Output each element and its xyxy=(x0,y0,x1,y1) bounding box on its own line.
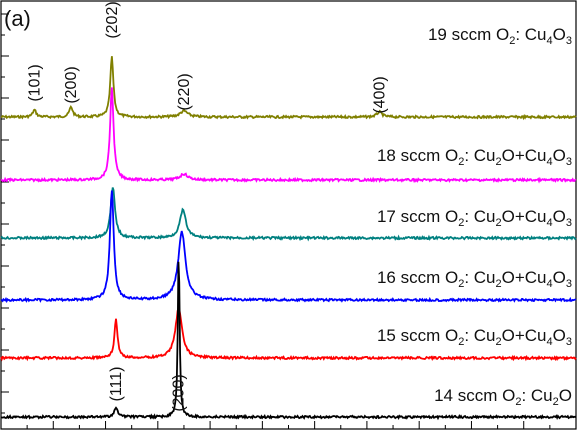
series-label-2: 17 sccm O2: Cu2O+Cu4O3 xyxy=(377,207,572,229)
peak-annotation-3: (220) xyxy=(176,73,193,110)
series-label-1: 18 sccm O2: Cu2O+Cu4O3 xyxy=(377,146,572,168)
peak-annotation-4: (400) xyxy=(371,76,388,113)
series-line-4 xyxy=(0,307,577,362)
series-line-3 xyxy=(0,190,577,304)
peak-annotation-6: (200) xyxy=(171,374,188,411)
series-label-5: 14 sccm O2: Cu2O xyxy=(434,386,572,408)
series-line-1 xyxy=(0,87,577,184)
series-line-2 xyxy=(0,187,577,242)
series-label-3: 16 sccm O2: Cu2O+Cu4O3 xyxy=(377,268,572,290)
series-line-0 xyxy=(0,56,577,121)
peak-annotation-0: (101) xyxy=(26,64,43,101)
series-line-5 xyxy=(0,261,577,421)
panel-label: (a) xyxy=(4,6,31,31)
peak-annotation-1: (200) xyxy=(63,66,80,103)
peak-annotation-5: (111) xyxy=(108,367,125,402)
series-label-4: 15 sccm O2: Cu2O+Cu4O3 xyxy=(377,326,572,348)
series-label-0: 19 sccm O2: Cu4O3 xyxy=(428,25,572,47)
peak-annotation-2: (202) xyxy=(104,1,121,38)
